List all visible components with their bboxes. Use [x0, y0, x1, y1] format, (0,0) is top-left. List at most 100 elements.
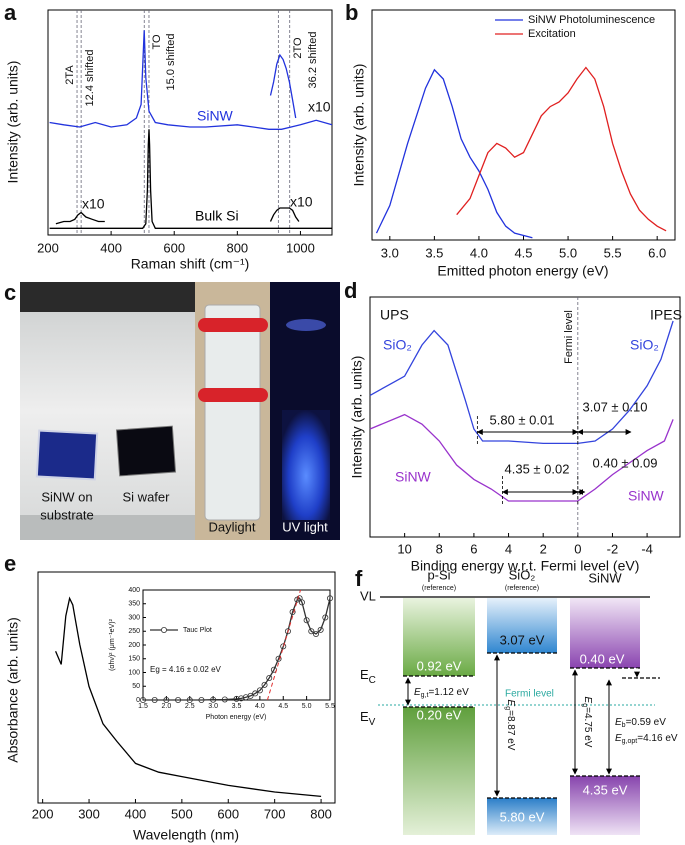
x-tick-label: 5.5: [325, 703, 335, 710]
photo: SiNW on substrate Si wafer Daylight UV l…: [4, 280, 340, 540]
y-tick-label: 50: [132, 683, 140, 690]
gap-label: E: [582, 697, 593, 704]
gap-label: =4.16 eV: [637, 733, 678, 744]
gap-label: Eg,opt=4.16 eV: [615, 733, 678, 745]
annotation: IPES: [650, 307, 682, 323]
x-tick-label: 200: [37, 240, 59, 255]
x-tick-label: 800: [226, 240, 248, 255]
point: [139, 697, 146, 704]
photo-band: [20, 515, 195, 540]
panel-label: b: [345, 0, 358, 25]
point: [298, 599, 305, 606]
level-label-sub: C: [369, 675, 376, 686]
x-tick-label: 200: [32, 806, 54, 821]
legend-label: Tauc Plot: [183, 627, 212, 634]
annotation: x10: [308, 99, 331, 115]
si-wafer: [115, 425, 177, 477]
series-line: [269, 207, 300, 222]
panel-label: d: [344, 278, 357, 303]
y-tick-label: 100: [128, 669, 140, 676]
point: [326, 595, 333, 602]
y-axis-label: Intensity (arb. units): [5, 61, 21, 184]
point: [151, 697, 158, 704]
panel-label: c: [4, 280, 16, 305]
caption: SiNW on: [41, 489, 92, 504]
annotation: 15.0 shifted: [165, 34, 177, 91]
band-edges: [403, 652, 660, 799]
point: [186, 697, 193, 704]
series-line: [49, 30, 333, 130]
series-line: [269, 53, 297, 119]
plot: 200 400 600 800 1000 Raman shift (cm⁻¹) Intens…: [4, 0, 333, 272]
caption: Si wafer: [123, 489, 171, 504]
point: [308, 628, 315, 635]
photo-band: [20, 282, 195, 312]
point: [303, 617, 310, 624]
y-axis-label: Absorbance (arb. units): [5, 617, 21, 763]
annotation: 12.4 shifted: [84, 50, 96, 107]
y-axis-label: Intensity (arb. units): [349, 356, 365, 479]
column-title: SiO₂: [509, 567, 536, 582]
panel-label: a: [4, 0, 17, 25]
y-tick-label: 250: [128, 628, 140, 635]
plot-frame: [371, 9, 676, 241]
x-tick-label: 8: [436, 541, 443, 556]
annotation: UPS: [380, 307, 409, 323]
level-label: VL: [360, 588, 376, 603]
x-tick-label: 2.0: [162, 703, 172, 710]
caption: UV light: [282, 519, 328, 534]
point: [317, 626, 324, 633]
annotation: Fermi level: [563, 310, 575, 364]
band: [570, 776, 640, 835]
x-tick-label: 4.0: [255, 703, 265, 710]
level-label: E: [360, 709, 369, 724]
cap: [198, 388, 268, 402]
x-tick-label: 5.0: [302, 703, 312, 710]
series-line: [143, 597, 331, 701]
x-tick-label: 1000: [286, 240, 315, 255]
plot-frame: [142, 589, 331, 701]
legend-swatch: [160, 627, 167, 634]
gap-label: 4.35 ± 0.02: [505, 461, 570, 476]
column-title: SiNW: [588, 570, 622, 585]
y-axis-label: (αhν)² (μm⁻¹eV)²: [109, 618, 116, 670]
series-line: [55, 596, 322, 798]
x-tick-label: 6.0: [648, 245, 666, 260]
annotation: 36.2 shifted: [307, 32, 319, 89]
gap-label: 0.40 ± 0.09: [593, 455, 658, 470]
gap-label-sub: g,opt: [622, 738, 638, 745]
x-tick-label: 4.0: [470, 245, 488, 260]
column-title: p-Si: [427, 567, 450, 582]
band: [570, 598, 640, 668]
point: [252, 690, 259, 697]
cap: [198, 318, 268, 332]
x-tick-label: 300: [78, 806, 100, 821]
series-line: [369, 413, 674, 502]
x-axis-label: Wavelength (nm): [133, 827, 239, 843]
y-tick-label: 150: [128, 656, 140, 663]
y-tick-label: 350: [128, 601, 140, 608]
point: [256, 687, 263, 694]
gap-label: =1.12 eV: [428, 687, 469, 698]
x-tick-label: 4: [505, 541, 512, 556]
point: [233, 695, 240, 702]
x-axis-label: Binding energy w.r.t. Fermi level (eV): [411, 558, 640, 574]
x-tick-label: 1.5: [138, 703, 148, 710]
column-note: (reference): [505, 585, 539, 592]
panel-label: f: [355, 566, 363, 591]
band: [487, 598, 557, 653]
series-label: SiO₂: [630, 337, 659, 353]
gap-label: =0.59 eV: [626, 717, 667, 728]
y-tick-label: 300: [128, 614, 140, 621]
x-axis-label: Raman shift (cm⁻¹): [131, 256, 250, 272]
caption: substrate: [40, 507, 93, 522]
gap-label-sub: g: [504, 706, 511, 710]
x-tick-label: 5.5: [604, 245, 622, 260]
x-tick-label: 3.5: [425, 245, 443, 260]
point: [210, 696, 217, 703]
series-label: SiNW: [628, 488, 665, 504]
gap-label-sub: g,t: [421, 692, 429, 699]
x-tick-label: 4.5: [278, 703, 288, 710]
y-tick-label: 400: [128, 587, 140, 594]
